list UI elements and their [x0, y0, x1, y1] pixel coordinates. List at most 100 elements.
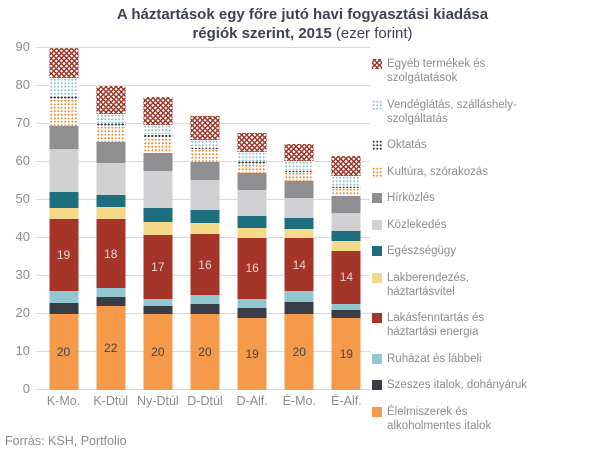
legend-item: Élelmiszerek és alkoholmentes italok — [372, 405, 603, 433]
bar-segment — [284, 143, 314, 162]
stacked-bar: 19 14 — [331, 156, 361, 390]
bar-segment — [96, 125, 126, 142]
stacked-bar: 20 16 — [190, 115, 220, 390]
y-tick-label: 10 — [15, 343, 30, 358]
bar-segment — [143, 306, 173, 314]
legend-label: Lakberendezés, háztartásvitel — [387, 271, 469, 298]
legend-swatch — [372, 353, 382, 364]
bar-slot-D-Dtúl: 20 16 — [181, 48, 228, 390]
bar-segment — [96, 194, 126, 207]
bar-slot-É-Alf.: 19 14 — [323, 48, 370, 390]
bar-segment — [96, 113, 126, 123]
bar-segment — [190, 209, 220, 223]
legend-swatch — [372, 272, 382, 283]
chart-title: A háztartások egy főre jutó havi fogyasz… — [0, 5, 605, 43]
bar-segment-value: 16 — [198, 257, 212, 272]
legend-label: Ruházat és lábbeli — [387, 352, 482, 365]
bar-segment — [331, 156, 361, 177]
legend-item: Vendéglátás, szálláshely- szolgáltatás — [372, 98, 603, 126]
bar-segment: 19 — [331, 317, 361, 390]
bar-segment-value: 19 — [339, 346, 354, 361]
bar-segment — [190, 140, 220, 147]
y-tick-label: 0 — [22, 381, 30, 396]
bar-segment: 20 — [49, 314, 79, 390]
bar-segment — [49, 78, 79, 96]
bar-segment — [237, 132, 267, 153]
legend-swatch — [372, 99, 382, 110]
y-axis: 0 10 20 30 40 50 60 70 80 90 — [0, 40, 34, 396]
bar-segment: 19 — [237, 317, 267, 390]
legend: Egyéb termékek és szolgátatások Vendéglát… — [372, 57, 603, 433]
bar-segment: 14 — [331, 250, 361, 304]
bar-segment — [237, 216, 267, 229]
bar-slot-É-Mo.: 20 14 — [276, 48, 323, 390]
bar-segment-value: 22 — [104, 341, 118, 356]
y-tick-label: 60 — [15, 153, 30, 168]
bar-segment: 18 — [96, 219, 126, 288]
bar-segment — [284, 161, 314, 171]
bar-segment — [331, 303, 361, 311]
legend-swatch — [372, 380, 382, 391]
legend-label: Vendéglátás, szálláshely- szolgáltatás — [387, 98, 517, 125]
grid-line — [36, 85, 370, 86]
bar-segment — [49, 125, 79, 149]
bar-slot-D-Alf.: 19 16 — [229, 48, 276, 390]
bar-segment — [96, 122, 126, 126]
stacked-bar: 22 18 — [96, 86, 126, 390]
legend-label: Szeszes italok, dohányáruk — [387, 379, 527, 392]
grid-line — [36, 47, 370, 48]
bar-segment — [96, 296, 126, 307]
bar-segment — [284, 172, 314, 182]
bar-slot-K-Dtúl: 22 18 — [87, 48, 134, 390]
x-category-label: Ny-Dtúl — [137, 394, 179, 408]
legend-label: Élelmiszerek és alkoholmentes italok — [387, 405, 492, 432]
bar-segment-value: 20 — [198, 345, 212, 359]
bar-segment — [237, 307, 267, 318]
legend-label: Oktatás — [387, 139, 427, 152]
bar-segment — [49, 291, 79, 303]
legend-swatch — [372, 406, 382, 417]
bar-segment — [190, 295, 220, 305]
bar-segment — [143, 222, 173, 235]
legend-item: Egészségügy — [372, 244, 603, 258]
bar-segment — [96, 287, 126, 297]
legend-label: Hírközlés — [387, 192, 435, 205]
bar-segment — [96, 86, 126, 114]
y-tick-label: 30 — [15, 267, 30, 282]
bar-segment — [143, 137, 173, 154]
bar-segment — [284, 181, 314, 198]
legend-label: Kultúra, szórakozás — [387, 165, 488, 178]
bar-segment: 19 — [49, 219, 79, 292]
plot-area: 20 19 22 18 20 17 20 16 19 16 20 14 19 14 — [36, 47, 370, 390]
bar-segment: 16 — [237, 238, 267, 299]
bar-segment — [284, 301, 314, 314]
bar-segment — [49, 99, 79, 126]
bar-slot-K-Mo.: 20 19 — [40, 48, 87, 390]
x-axis: K-Mo. K-Dtúl Ny-Dtúl D-Dtúl D-Alf. É-Mo. É-Alf… — [40, 394, 370, 408]
legend-swatch — [372, 193, 382, 204]
legend-item: Szeszes italok, dohányáruk — [372, 378, 603, 392]
legend-label: Egyéb termékek és szolgátatások — [387, 58, 486, 84]
y-tick-label: 90 — [15, 39, 30, 54]
bar-segment: 20 — [284, 314, 314, 390]
stacked-bar: 20 14 — [284, 143, 314, 390]
legend-swatch — [372, 59, 382, 69]
y-tick-label: 20 — [15, 305, 30, 320]
bar-segment-value: 20 — [151, 345, 165, 359]
bar-segment — [331, 212, 361, 231]
bar-segment — [143, 125, 173, 134]
legend-swatch — [372, 166, 382, 177]
legend-label: Lakásfenntartás és háztartási energia — [387, 312, 485, 339]
bar-segment — [237, 228, 267, 239]
x-category-label: D-Dtúl — [187, 394, 223, 408]
bar-segment: 14 — [284, 238, 314, 292]
bar-segment — [284, 228, 314, 239]
x-category-label: K-Mo. — [46, 394, 81, 408]
bars-row: 20 19 22 18 20 17 20 16 19 16 20 14 19 14 — [40, 48, 370, 390]
bar-segment: 16 — [190, 234, 220, 296]
bar-segment — [331, 240, 361, 251]
bar-segment — [284, 218, 314, 229]
bar-segment — [49, 192, 79, 208]
legend-label: Közlekedés — [387, 218, 447, 231]
